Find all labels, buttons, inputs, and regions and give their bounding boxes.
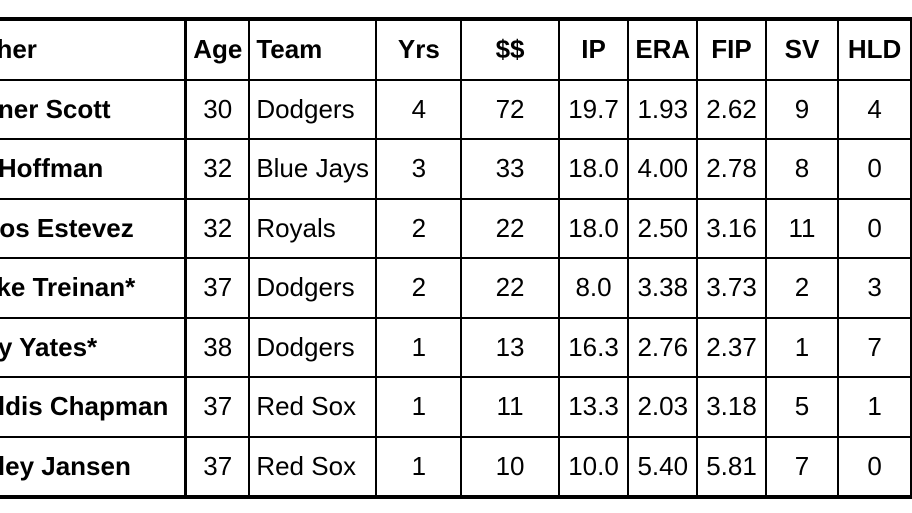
header-era: ERA (627, 17, 699, 81)
cell-team: Dodgers (248, 316, 378, 378)
cell-money: 72 (460, 78, 560, 140)
cell-team: Dodgers (248, 257, 378, 319)
cell-pitcher: nley Jansen (0, 435, 187, 499)
cell-years: 3 (375, 138, 463, 200)
cell-age: 37 (184, 257, 251, 319)
cell-era: 4.00 (627, 138, 699, 200)
cell-holds: 0 (837, 197, 912, 259)
cell-saves: 7 (764, 435, 840, 499)
cell-holds: 7 (837, 316, 912, 378)
cell-holds: 0 (837, 138, 912, 200)
cell-years: 2 (375, 197, 463, 259)
cell-innings-pitched: 13.3 (557, 376, 630, 438)
cell-age: 37 (184, 435, 251, 499)
cell-age: 32 (184, 138, 251, 200)
cell-innings-pitched: 10.0 (557, 435, 630, 499)
cell-fip: 5.81 (696, 435, 767, 499)
cell-era: 3.38 (627, 257, 699, 319)
cell-innings-pitched: 18.0 (557, 138, 630, 200)
table-row: rlos Estevez 32 Royals 2 22 18.0 2.50 3.… (0, 197, 912, 259)
cell-holds: 1 (837, 376, 912, 438)
cell-saves: 5 (764, 376, 840, 438)
cell-team: Blue Jays (248, 138, 378, 200)
header-team: Team (248, 17, 378, 81)
header-fip: FIP (696, 17, 767, 81)
cell-years: 1 (375, 376, 463, 438)
cell-age: 32 (184, 197, 251, 259)
table-row: nner Scott 30 Dodgers 4 72 19.7 1.93 2.6… (0, 78, 912, 140)
cell-years: 4 (375, 78, 463, 140)
cell-money: 33 (460, 138, 560, 200)
table-row: oldis Chapman 37 Red Sox 1 11 13.3 2.03 … (0, 376, 912, 438)
header-pitcher: cher (0, 17, 187, 81)
cell-fip: 2.62 (696, 78, 767, 140)
cell-era: 1.93 (627, 78, 699, 140)
cell-pitcher: nner Scott (0, 78, 187, 140)
table-row: nley Jansen 37 Red Sox 1 10 10.0 5.40 5.… (0, 435, 912, 499)
cell-money: 22 (460, 257, 560, 319)
cell-holds: 4 (837, 78, 912, 140)
cell-era: 2.03 (627, 376, 699, 438)
cell-team: Dodgers (248, 78, 378, 140)
cell-saves: 8 (764, 138, 840, 200)
cell-years: 1 (375, 316, 463, 378)
cell-fip: 3.18 (696, 376, 767, 438)
cell-team: Red Sox (248, 376, 378, 438)
header-saves: SV (764, 17, 840, 81)
cell-fip: 3.16 (696, 197, 767, 259)
header-innings-pitched: IP (557, 17, 630, 81)
header-row: cher Age Team Yrs $$ IP ERA FIP SV HLD (0, 17, 912, 81)
cell-saves: 2 (764, 257, 840, 319)
cell-holds: 3 (837, 257, 912, 319)
cell-age: 30 (184, 78, 251, 140)
cell-fip: 2.37 (696, 316, 767, 378)
cell-innings-pitched: 16.3 (557, 316, 630, 378)
cell-era: 2.50 (627, 197, 699, 259)
cell-innings-pitched: 19.7 (557, 78, 630, 140)
cell-innings-pitched: 18.0 (557, 197, 630, 259)
cell-saves: 11 (764, 197, 840, 259)
cell-age: 38 (184, 316, 251, 378)
cell-team: Red Sox (248, 435, 378, 499)
cell-years: 2 (375, 257, 463, 319)
cell-innings-pitched: 8.0 (557, 257, 630, 319)
header-money: $$ (460, 17, 560, 81)
cell-pitcher: by Yates* (0, 316, 187, 378)
pitcher-stats-table-container: cher Age Team Yrs $$ IP ERA FIP SV HLD n… (0, 17, 912, 499)
header-age: Age (184, 17, 251, 81)
table-row: f Hoffman 32 Blue Jays 3 33 18.0 4.00 2.… (0, 138, 912, 200)
cell-money: 10 (460, 435, 560, 499)
header-years: Yrs (375, 17, 463, 81)
cell-pitcher: f Hoffman (0, 138, 187, 200)
cell-team: Royals (248, 197, 378, 259)
cell-saves: 1 (764, 316, 840, 378)
cell-saves: 9 (764, 78, 840, 140)
table-row: by Yates* 38 Dodgers 1 13 16.3 2.76 2.37… (0, 316, 912, 378)
cell-money: 11 (460, 376, 560, 438)
cell-age: 37 (184, 376, 251, 438)
cell-money: 22 (460, 197, 560, 259)
pitcher-stats-table: cher Age Team Yrs $$ IP ERA FIP SV HLD n… (0, 17, 912, 499)
header-holds: HLD (837, 17, 912, 81)
cell-pitcher: rlos Estevez (0, 197, 187, 259)
cell-era: 5.40 (627, 435, 699, 499)
table-row: ake Treinan* 37 Dodgers 2 22 8.0 3.38 3.… (0, 257, 912, 319)
cell-fip: 2.78 (696, 138, 767, 200)
cell-pitcher: ake Treinan* (0, 257, 187, 319)
cell-fip: 3.73 (696, 257, 767, 319)
cell-era: 2.76 (627, 316, 699, 378)
cell-years: 1 (375, 435, 463, 499)
cell-holds: 0 (837, 435, 912, 499)
cell-money: 13 (460, 316, 560, 378)
cell-pitcher: oldis Chapman (0, 376, 187, 438)
